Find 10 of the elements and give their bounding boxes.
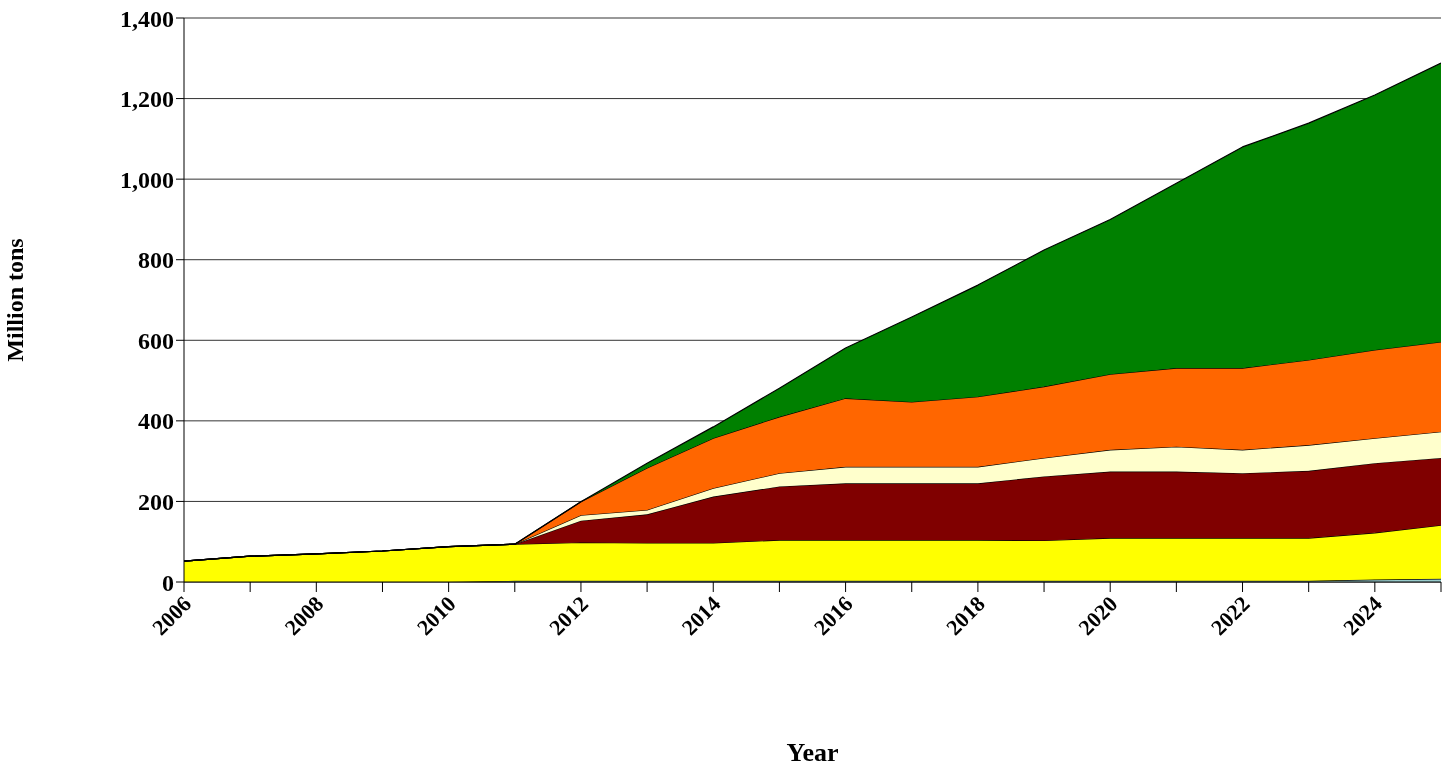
y-tick-label: 200 [138,488,174,515]
y-axis-title: Million tons [1,238,28,362]
y-tick-label: 1,000 [120,166,174,193]
y-tick-label: 800 [138,247,174,274]
y-tick-label: 400 [138,408,174,435]
y-tick-label: 0 [162,569,174,596]
y-tick-label: 600 [138,327,174,354]
y-tick-label: 1,200 [120,86,174,113]
y-tick-label: 1,400 [120,5,174,32]
x-axis-title: Year [786,738,839,765]
